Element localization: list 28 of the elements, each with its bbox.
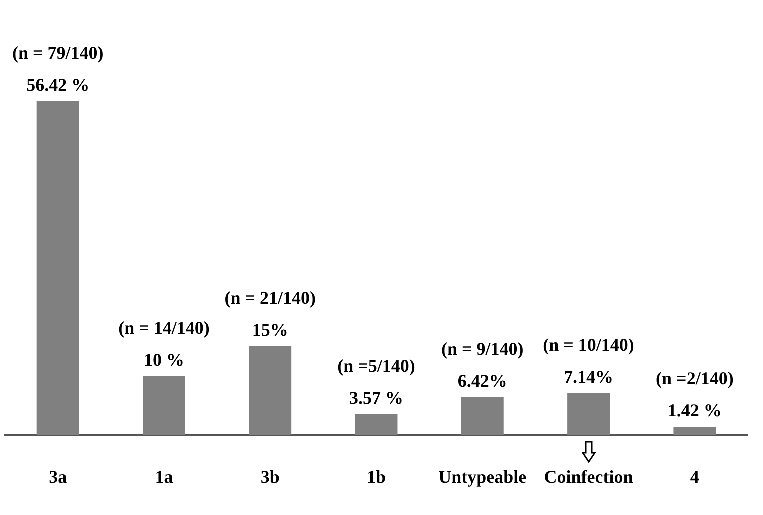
annotation: (n = 79/140) <box>12 42 104 63</box>
x-tick-label: 3a <box>49 466 68 487</box>
bar <box>461 397 504 436</box>
data-label: 3.57 % <box>350 388 404 408</box>
bar <box>249 346 292 436</box>
x-tick-label: 1a <box>155 466 174 487</box>
annotation: (n = 10/140) <box>543 334 634 355</box>
annotation: (n = 21/140) <box>224 288 316 308</box>
data-label: 10 % <box>144 350 184 370</box>
bar <box>142 376 186 436</box>
annotation: (n =2/140) <box>656 368 734 389</box>
annotation: (n =5/140) <box>338 356 416 376</box>
data-label: 15% <box>252 320 288 340</box>
x-tick-label: 4 <box>690 466 700 487</box>
bar <box>674 426 716 436</box>
data-label: 56.42 % <box>26 74 90 95</box>
bar <box>355 414 398 436</box>
x-tick-label: Coinfection <box>544 466 634 487</box>
annotation: (n = 14/140) <box>118 318 210 338</box>
data-label: 7.14% <box>564 366 614 387</box>
x-tick-label: 1b <box>366 466 386 487</box>
data-label: 6.42% <box>458 371 508 392</box>
bar <box>568 393 610 436</box>
bar <box>36 101 80 436</box>
data-label: 1.42 % <box>668 400 722 421</box>
x-tick-label: Untypeable <box>438 466 527 487</box>
annotation: (n = 9/140) <box>442 339 524 360</box>
x-tick-label: 3b <box>260 466 280 487</box>
